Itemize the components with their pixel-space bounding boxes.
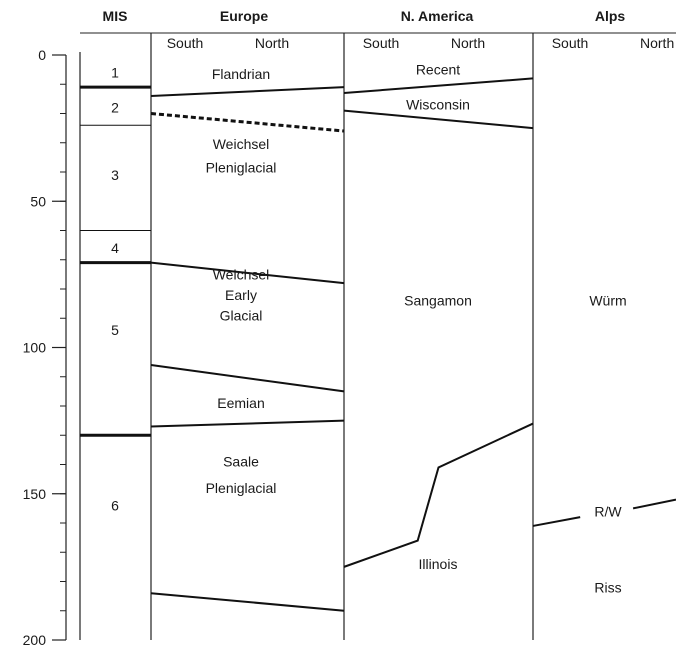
europe-unit-label: Weichsel	[213, 136, 270, 152]
subheader-namerica-south: South	[363, 35, 400, 51]
alps-unit-label: R/W	[594, 503, 622, 519]
alps-unit-label: Würm	[589, 293, 626, 309]
depth-tick-label: 150	[23, 486, 47, 502]
depth-axis: 0 50 100 150 200	[23, 47, 67, 648]
europe-unit-label: Early	[225, 287, 257, 303]
alps-boundary-segment	[532, 516, 581, 527]
mis-stage-label: 4	[111, 240, 119, 256]
depth-tick-label: 50	[30, 193, 46, 209]
namerica-unit-label: Recent	[416, 62, 460, 78]
subheader-europe-south: South	[167, 35, 204, 51]
europe-unit-label: Eemian	[217, 395, 264, 411]
namerica-boundary	[343, 422, 534, 568]
namerica-unit-label: Sangamon	[404, 293, 472, 309]
mis-stage-label: 6	[111, 497, 119, 513]
header-n-america: N. America	[401, 8, 474, 24]
namerica-unit-label: Illinois	[419, 556, 458, 572]
alps-boundary-segment	[632, 498, 676, 510]
header-mis: MIS	[103, 8, 128, 24]
alps-column: Würm R/W Riss	[532, 293, 676, 595]
subheader-alps-north: North	[640, 35, 674, 51]
europe-column: Flandrian Weichsel Pleniglacial Weichsel Ear…	[150, 66, 345, 612]
mis-column: 1 2 3 4 5 6	[80, 65, 151, 513]
alps-unit-label: Riss	[594, 579, 621, 595]
namerica-boundary	[343, 77, 534, 95]
depth-tick-label: 100	[23, 340, 47, 356]
europe-unit-label: Saale	[223, 454, 259, 470]
subheader-namerica-north: North	[451, 35, 485, 51]
mis-stage-label: 2	[111, 100, 119, 116]
mis-stage-label: 5	[111, 322, 119, 338]
namerica-column: Recent Wisconsin Sangamon Illinois	[343, 62, 534, 572]
namerica-unit-label: Wisconsin	[406, 97, 470, 113]
europe-boundary	[150, 86, 345, 97]
header-alps: Alps	[595, 8, 626, 24]
europe-boundary	[150, 592, 345, 612]
europe-boundary	[150, 364, 345, 393]
europe-unit-label: Pleniglacial	[206, 160, 277, 176]
europe-unit-label: Glacial	[220, 307, 263, 323]
namerica-boundary	[343, 109, 534, 130]
europe-boundary-dashed	[150, 112, 345, 133]
header-europe: Europe	[220, 8, 268, 24]
europe-unit-label: Weichsel	[213, 266, 270, 282]
subheader-europe-north: North	[255, 35, 289, 51]
depth-tick-label: 0	[38, 47, 46, 63]
mis-stage-label: 1	[111, 65, 119, 81]
europe-boundary	[150, 261, 345, 285]
europe-unit-label: Flandrian	[212, 66, 270, 82]
subheader-alps-south: South	[552, 35, 589, 51]
europe-unit-label: Pleniglacial	[206, 480, 277, 496]
europe-boundary	[150, 419, 345, 428]
mis-stage-label: 3	[111, 167, 119, 183]
depth-tick-label: 200	[23, 632, 47, 648]
